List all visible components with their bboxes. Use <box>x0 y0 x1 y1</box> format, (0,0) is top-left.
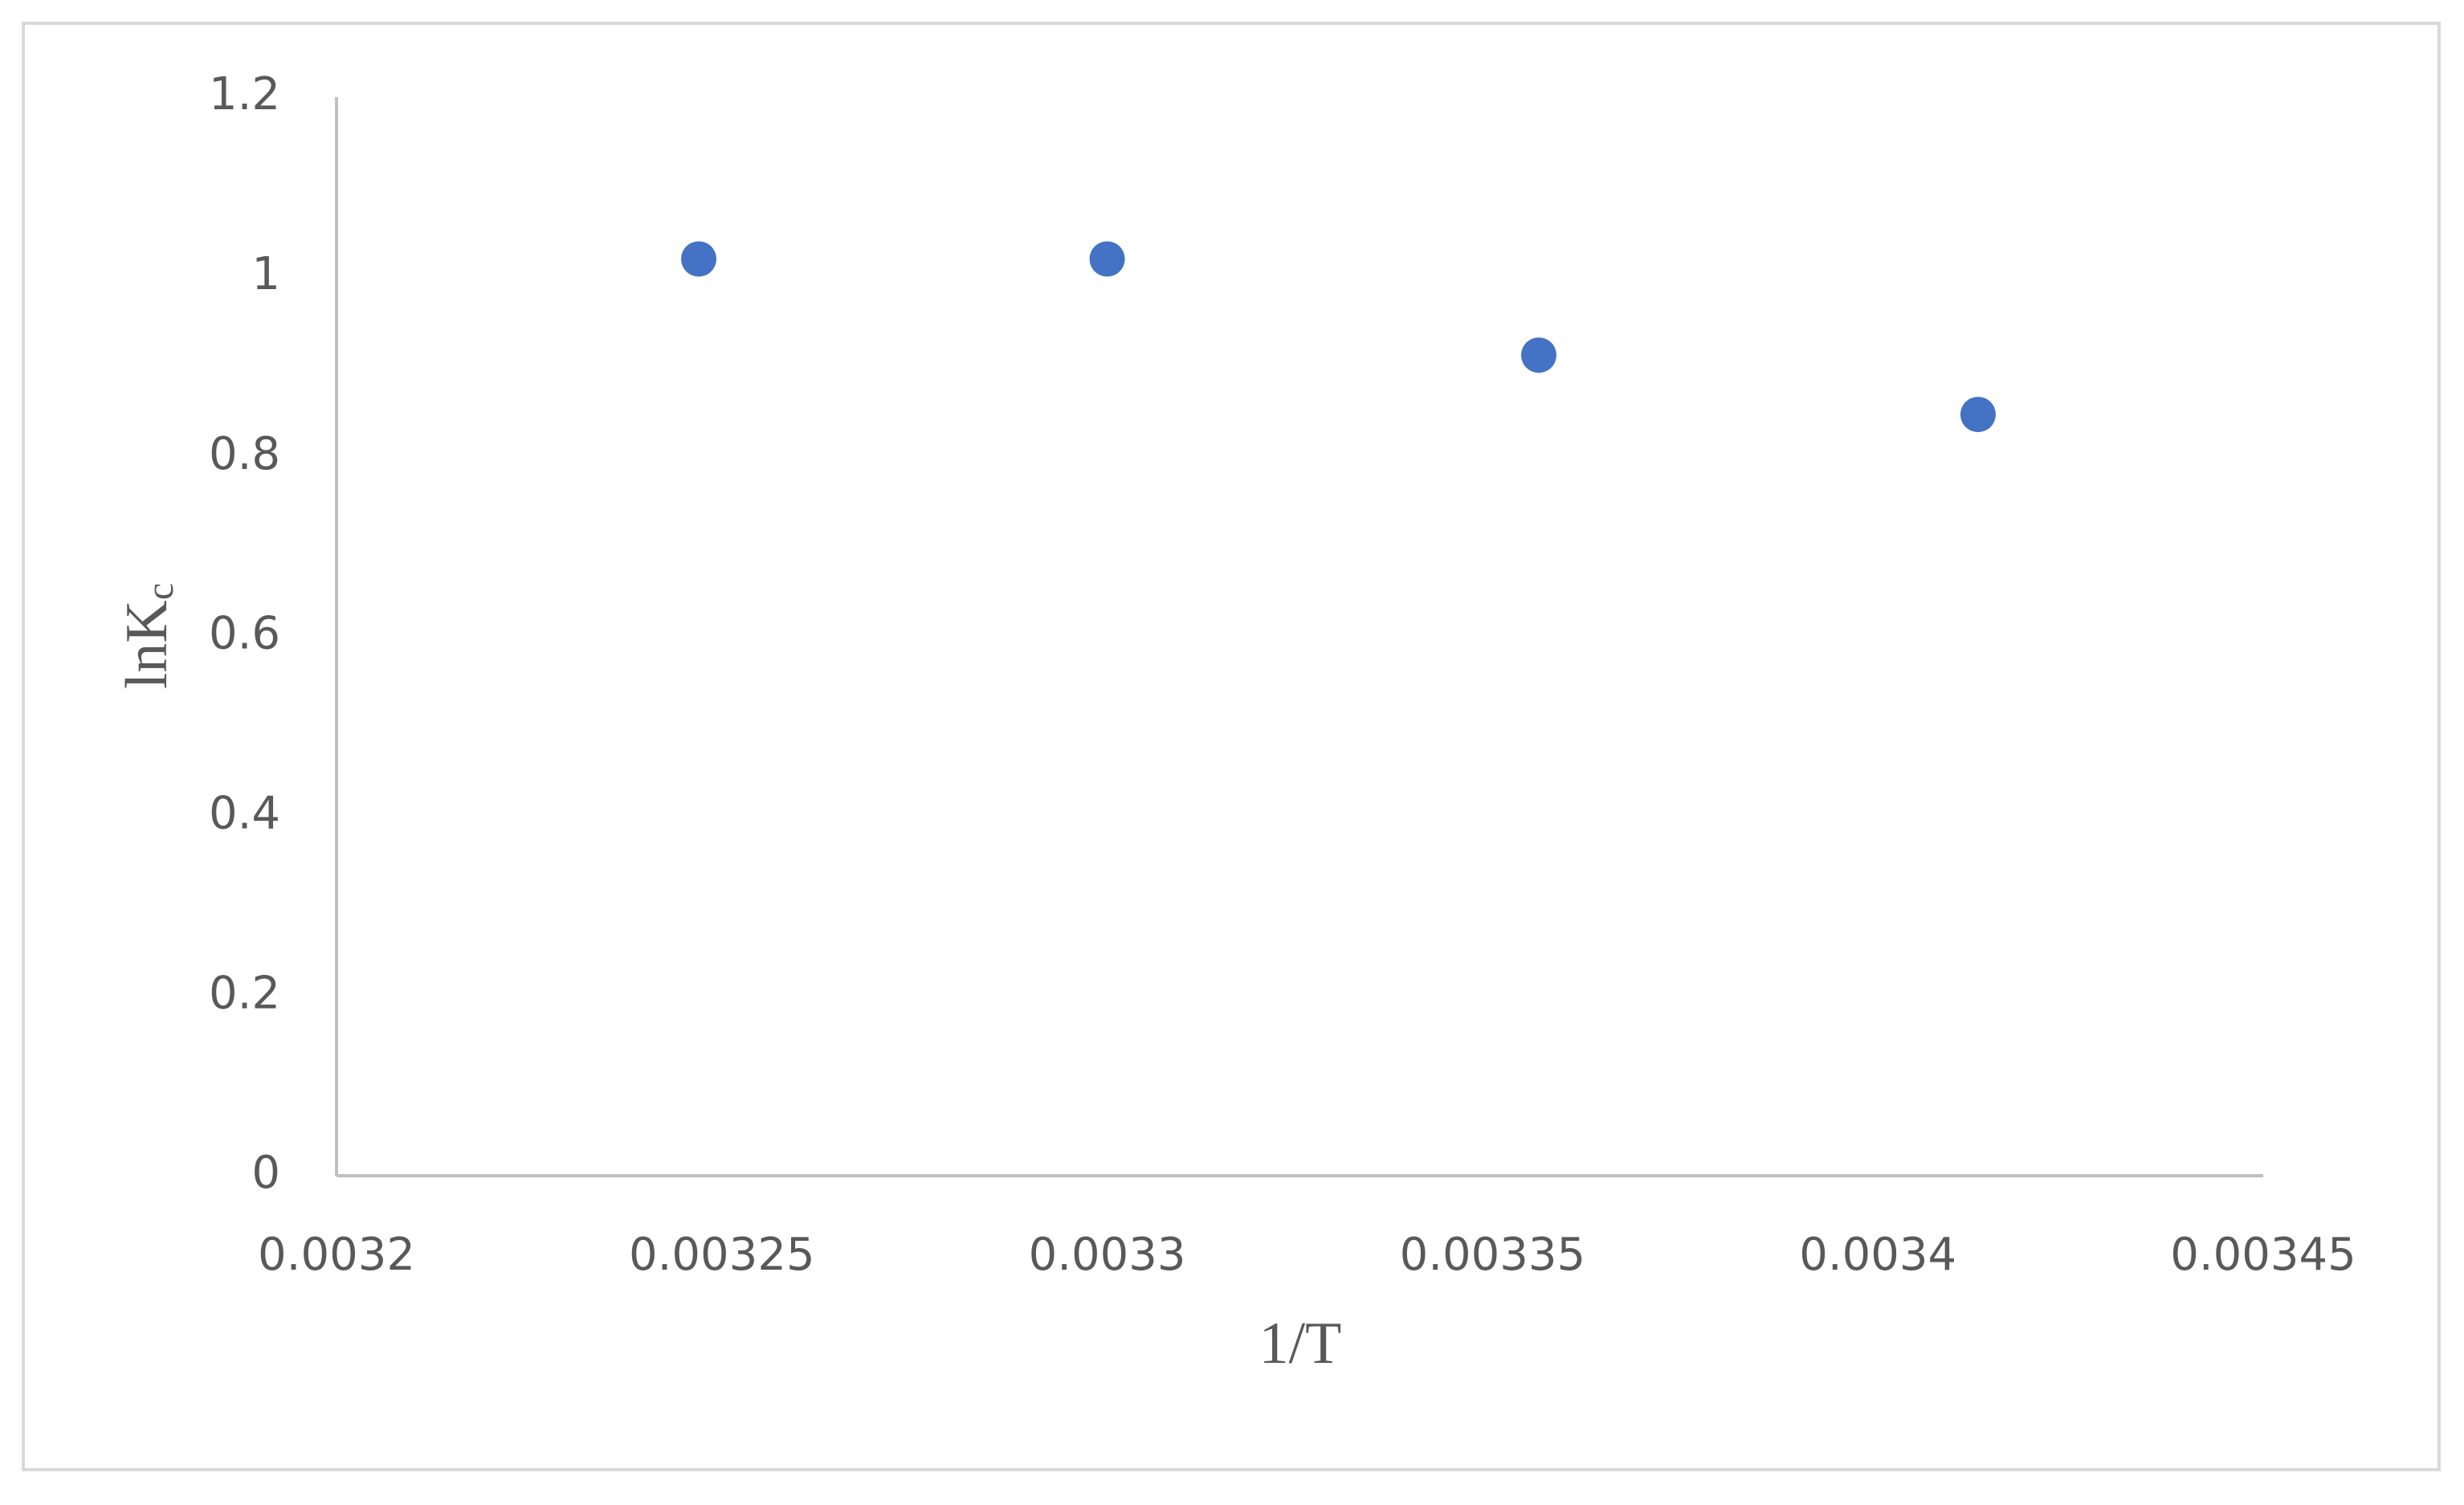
x-axis-title: 1/T <box>1259 1311 1342 1377</box>
y-tick-label: 0.2 <box>209 967 280 1019</box>
y-tick-label: 0 <box>251 1147 280 1199</box>
y-tick-label: 1 <box>251 248 280 300</box>
y-axis-title: lnKc <box>114 583 182 689</box>
x-tick-label: 0.0033 <box>1029 1229 1186 1281</box>
x-tick-label: 0.0032 <box>258 1229 415 1281</box>
y-axis-title-main: lnK <box>114 600 180 689</box>
y-axis-title-subscript: c <box>139 583 182 600</box>
y-tick-label: 0.4 <box>209 787 280 839</box>
x-tick-label: 0.00345 <box>2170 1229 2356 1281</box>
point <box>681 241 717 277</box>
point <box>1520 337 1556 373</box>
x-tick-label: 0.0034 <box>1799 1229 1956 1281</box>
y-tick-label: 1.2 <box>209 68 280 120</box>
chart-frame <box>22 22 2441 1471</box>
y-tick-label: 0.6 <box>209 608 280 660</box>
y-tick-label: 0.8 <box>209 428 280 480</box>
point <box>1960 397 1996 433</box>
x-tick-label: 0.00335 <box>1400 1229 1586 1281</box>
point <box>1089 241 1125 277</box>
x-tick-label: 0.00325 <box>629 1229 815 1281</box>
